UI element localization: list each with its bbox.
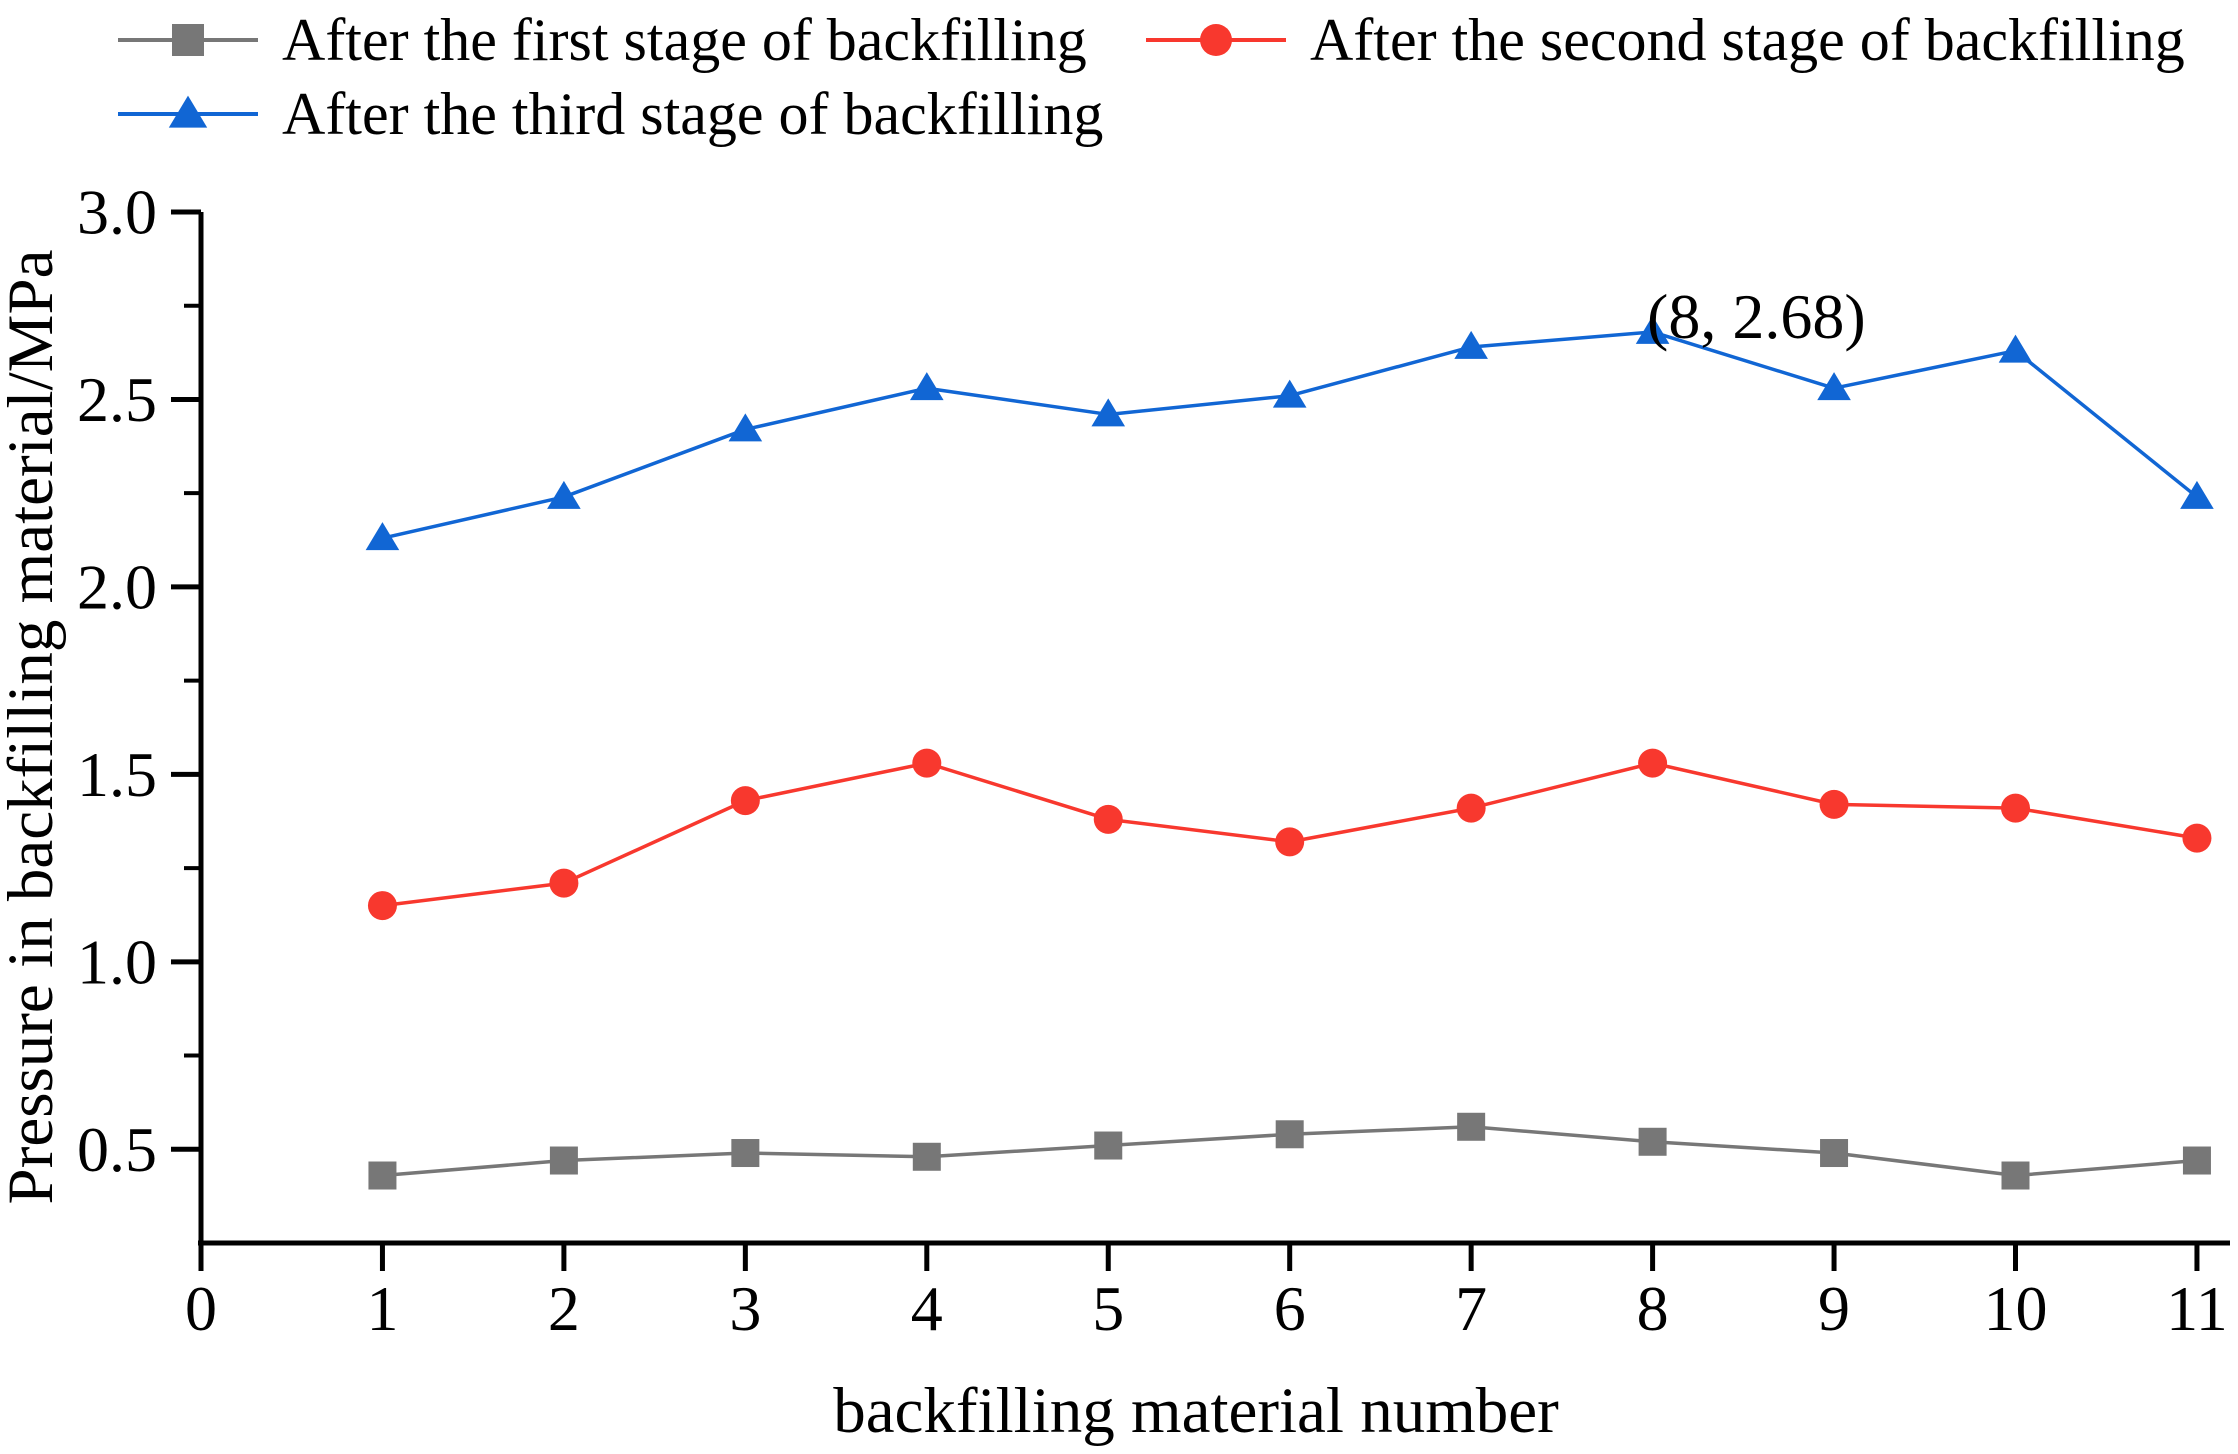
square-marker	[1638, 1127, 1667, 1156]
circle-marker	[1275, 827, 1305, 857]
legend-label: After the first stage of backfilling	[282, 7, 1087, 73]
circle-marker	[367, 891, 397, 921]
legend: After the first stage of backfilling Afte…	[118, 7, 2185, 147]
square-marker	[1094, 1131, 1123, 1160]
series-1	[368, 1112, 2211, 1190]
circle-marker	[2182, 823, 2212, 853]
series-line	[380, 330, 2199, 540]
triangle-marker	[1998, 334, 2033, 363]
x-tick-label: 9	[1818, 1273, 1850, 1344]
circle-marker	[1638, 748, 1668, 778]
x-axis-title: backfilling material number	[833, 1375, 1559, 1447]
y-tick-label: 1.0	[77, 926, 157, 997]
circle-marker	[1200, 24, 1232, 56]
square-marker	[1457, 1112, 1486, 1141]
x-tick-label: 6	[1274, 1273, 1306, 1344]
triangle-marker	[168, 95, 208, 128]
x-tick-label: 11	[2166, 1273, 2228, 1344]
circle-marker	[549, 868, 579, 898]
legend-item: After the third stage of backfilling	[118, 81, 1103, 147]
annotation-text: (8, 2.68)	[1647, 281, 1866, 352]
square-marker	[172, 24, 204, 56]
circle-marker	[730, 786, 760, 816]
circle-marker	[2001, 793, 2030, 823]
circle-marker	[1819, 789, 1849, 819]
triangle-marker	[365, 522, 400, 551]
y-tick-label: 0.5	[77, 1114, 157, 1185]
triangle-marker	[2180, 480, 2214, 509]
triangle-marker	[1454, 330, 1488, 359]
triangle-marker	[728, 413, 763, 442]
legend-label: After the third stage of backfilling	[282, 81, 1103, 147]
triangle-marker	[1272, 379, 1307, 408]
x-tick-label: 7	[1455, 1273, 1487, 1344]
x-tick-label: 5	[1092, 1273, 1124, 1344]
triangle-marker	[1091, 398, 1126, 427]
series-3	[365, 315, 2214, 551]
axes-layer: 0.5 1.0 1.5 2.0 2.5 3.0 0 1 2 3 4 5 6 7 8 9 10 11	[77, 177, 2230, 1344]
x-tick-label: 3	[729, 1273, 761, 1344]
x-tick-label: 0	[185, 1273, 217, 1344]
x-tick-label: 10	[1984, 1273, 2048, 1344]
circle-marker	[912, 748, 942, 778]
legend-item: After the second stage of backfilling	[1146, 7, 2185, 73]
series-2	[367, 748, 2212, 921]
triangle-marker	[910, 372, 944, 401]
square-marker	[1275, 1120, 1304, 1149]
triangle-marker	[1635, 315, 1670, 344]
triangle-marker	[1817, 372, 1851, 401]
y-tick-label: 2.5	[77, 364, 157, 435]
x-tick-label: 2	[548, 1273, 580, 1344]
circle-marker	[1093, 804, 1123, 834]
legend-item: After the first stage of backfilling	[118, 7, 1087, 73]
y-tick-label: 2.0	[77, 551, 157, 622]
square-marker	[1820, 1139, 1849, 1168]
circle-marker	[1456, 793, 1486, 823]
x-tick-label: 1	[366, 1273, 398, 1344]
y-tick-label: 3.0	[77, 177, 157, 248]
square-marker	[2182, 1146, 2211, 1175]
square-marker	[912, 1142, 941, 1171]
square-marker	[368, 1161, 397, 1190]
x-tick-label: 8	[1637, 1273, 1669, 1344]
legend-label: After the second stage of backfilling	[1310, 7, 2185, 73]
y-tick-label: 1.5	[77, 739, 157, 810]
x-tick-label: 4	[911, 1273, 943, 1344]
square-marker	[731, 1139, 760, 1168]
y-axis-title: Pressure in backfilling material/MPa	[0, 250, 67, 1205]
square-marker	[2001, 1161, 2030, 1190]
triangle-marker	[547, 480, 581, 509]
square-marker	[549, 1146, 578, 1175]
series-layer	[365, 315, 2214, 1190]
